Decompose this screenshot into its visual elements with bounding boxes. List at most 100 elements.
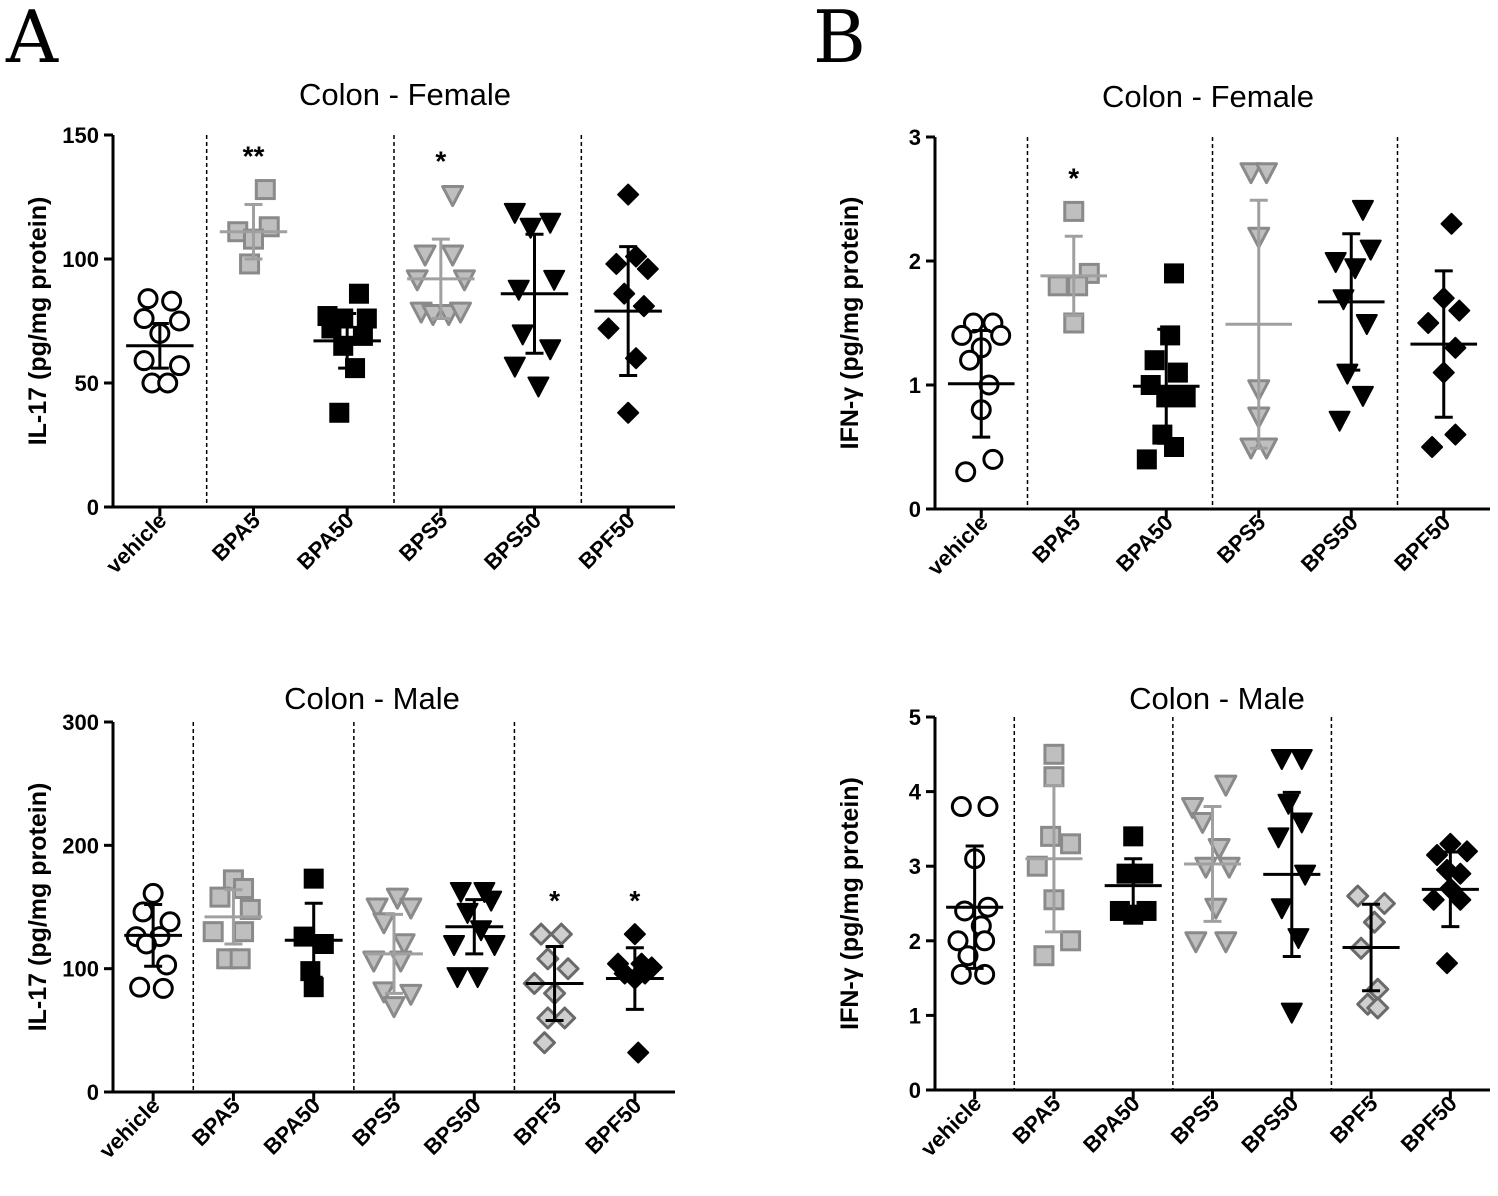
data-point xyxy=(539,339,562,361)
data-point xyxy=(348,283,369,304)
data-point xyxy=(1328,410,1351,432)
data-point xyxy=(955,461,977,483)
data-point xyxy=(443,935,466,956)
chart-ifng-male: Colon - Male IFN-γ (pg/mg protein) 0 1 2 3 4 5 v… xyxy=(836,681,1490,1161)
data-point xyxy=(1346,884,1370,908)
data-point xyxy=(233,921,255,943)
data-point xyxy=(137,288,159,310)
data-point xyxy=(382,996,406,1019)
x-tick-label: BPF50 xyxy=(574,508,640,574)
x-tick-label: BPA5 xyxy=(207,508,265,566)
data-point xyxy=(529,922,553,946)
chart-title: Colon - Female xyxy=(1102,79,1314,114)
data-point xyxy=(532,1031,556,1055)
data-point xyxy=(1060,930,1082,952)
data-point xyxy=(466,967,489,989)
x-tick-label: BPS5 xyxy=(394,508,452,566)
data-point xyxy=(519,217,542,239)
data-point xyxy=(1204,897,1228,920)
data-point xyxy=(556,957,580,981)
data-point xyxy=(1355,314,1378,335)
data-point xyxy=(1362,910,1386,934)
data-point xyxy=(456,902,479,924)
data-point xyxy=(1421,436,1444,458)
y-tick-label: 100 xyxy=(62,247,99,272)
y-tick-label: 0 xyxy=(909,1078,921,1103)
chart-title: Colon - Male xyxy=(1129,681,1305,716)
x-tick-label: vehicle xyxy=(916,1091,986,1161)
significance-marker: * xyxy=(435,146,446,177)
data-point xyxy=(303,977,324,998)
data-point xyxy=(1191,811,1215,834)
data-point xyxy=(356,308,377,329)
chart-title: Colon - Male xyxy=(284,681,460,716)
data-point xyxy=(399,983,423,1006)
data-point xyxy=(1136,449,1157,470)
data-point xyxy=(254,179,276,201)
data-point xyxy=(1207,838,1231,861)
data-point xyxy=(1181,797,1205,820)
y-tick-label: 200 xyxy=(62,833,99,858)
y-tick-label: 2 xyxy=(909,249,921,274)
data-point xyxy=(990,324,1012,346)
significance-marker: * xyxy=(1068,162,1079,193)
x-tick-label: BPA5 xyxy=(1027,510,1085,568)
data-point xyxy=(303,868,324,889)
data-point xyxy=(1033,945,1055,967)
x-tick-label: vehicle xyxy=(94,1093,164,1163)
x-tick-label: BPA5 xyxy=(187,1093,245,1151)
x-tick-label: BPA5 xyxy=(1007,1091,1065,1149)
data-point xyxy=(1422,888,1445,911)
data-point xyxy=(627,1041,650,1064)
data-point xyxy=(1332,289,1355,311)
data-point xyxy=(1280,1002,1303,1024)
data-point xyxy=(1217,856,1241,879)
x-tick-label: BPF50 xyxy=(1396,1091,1462,1157)
y-tick-label: 5 xyxy=(909,705,921,730)
y-tick-label: 0 xyxy=(87,495,99,520)
chart-title: Colon - Female xyxy=(299,77,511,112)
data-point xyxy=(329,402,350,423)
x-tick-label: BPF5 xyxy=(1325,1091,1382,1148)
significance-marker: * xyxy=(629,885,640,916)
data-point xyxy=(446,967,469,989)
data-point xyxy=(1060,833,1082,855)
y-tick-label: 4 xyxy=(909,780,922,805)
data-point xyxy=(1133,863,1154,884)
data-point xyxy=(1359,239,1382,261)
data-point xyxy=(613,282,636,305)
data-point xyxy=(1255,162,1279,185)
data-point xyxy=(959,349,981,371)
data-point xyxy=(1184,931,1208,954)
data-point xyxy=(1351,385,1374,407)
data-point xyxy=(511,324,534,346)
data-point xyxy=(421,304,445,327)
chart-il17-male: Colon - Male IL-17 (pg/mg protein) 0 100 200… xyxy=(24,681,675,1163)
data-point xyxy=(389,950,413,973)
data-point xyxy=(1067,275,1089,297)
data-point xyxy=(321,318,342,339)
data-point xyxy=(549,922,573,946)
x-tick-label: BPF5 xyxy=(509,1093,566,1150)
data-point xyxy=(605,252,628,275)
data-point xyxy=(169,355,191,377)
data-point xyxy=(313,934,334,954)
data-point xyxy=(1239,162,1263,185)
data-point xyxy=(1026,855,1048,877)
data-point xyxy=(1164,263,1185,284)
data-point xyxy=(169,310,191,332)
data-point xyxy=(161,290,183,312)
data-point xyxy=(392,933,416,956)
significance-marker: * xyxy=(549,885,560,916)
data-point xyxy=(293,926,314,947)
data-point xyxy=(152,977,174,999)
data-point xyxy=(1040,825,1062,847)
data-point xyxy=(977,796,999,818)
data-point xyxy=(1277,793,1300,815)
data-point xyxy=(449,301,473,324)
y-tick-label: 0 xyxy=(87,1080,99,1105)
x-tick-label: BPS5 xyxy=(1166,1091,1224,1149)
data-point xyxy=(503,356,526,378)
x-tick-label: BPS50 xyxy=(419,1093,486,1160)
